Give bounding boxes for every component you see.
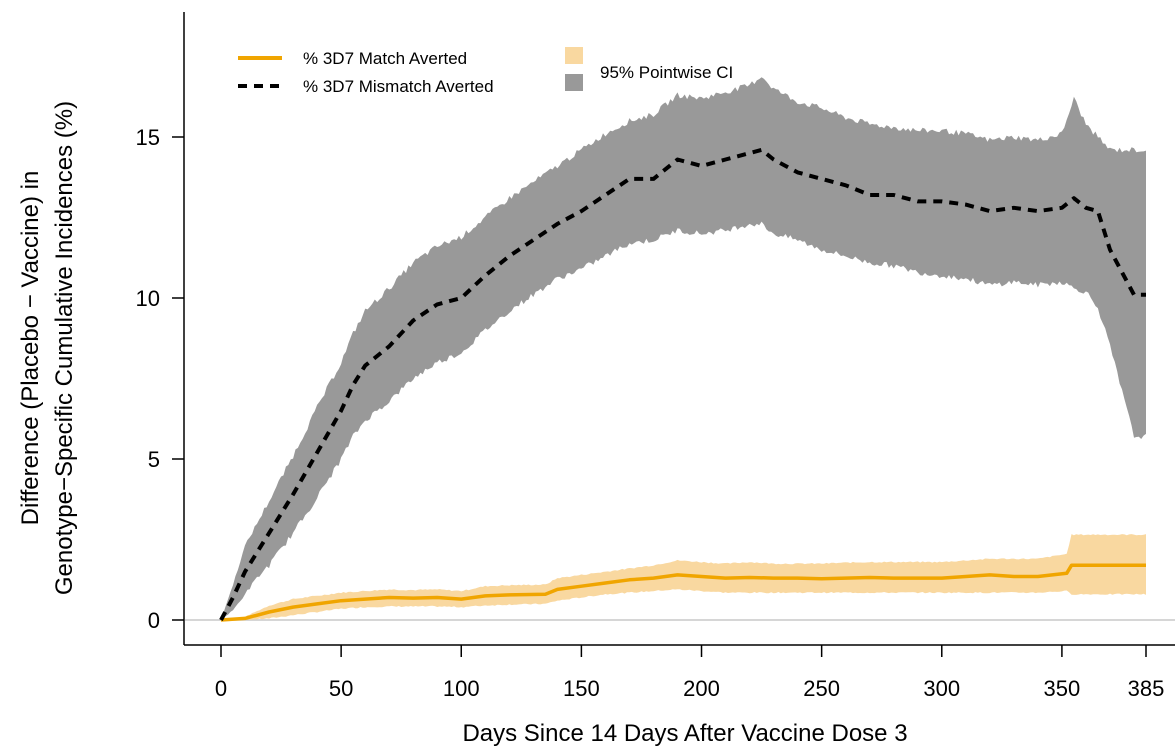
y-axis-title-line1: Difference (Placebo − Vaccine) in [17,171,44,526]
y-tick-label: 0 [148,608,160,633]
series-lines [219,147,1146,622]
legend-match-ci-swatch [565,47,583,64]
x-tick-label: 300 [923,676,960,701]
legend-ci-label: 95% Pointwise CI [600,63,733,82]
mismatch-averted-line [219,147,1146,621]
y-axis-ticks: 0 5 10 15 [136,125,184,633]
legend-mismatch-label: % 3D7 Mismatch Averted [303,77,494,96]
x-axis-ticks: 0 50 100 150 200 250 300 350 385 [215,645,1164,701]
y-tick-label: 5 [148,447,160,472]
confidence-bands [221,77,1146,621]
x-axis-title: Days Since 14 Days After Vaccine Dose 3 [462,720,907,747]
legend: % 3D7 Match Averted % 3D7 Mismatch Avert… [238,47,733,96]
x-tick-label: 150 [563,676,600,701]
x-tick-label: 385 [1128,676,1165,701]
y-axis-title: Difference (Placebo − Vaccine) in Genoty… [17,101,78,595]
x-tick-label: 0 [215,676,227,701]
x-tick-label: 100 [443,676,480,701]
x-tick-label: 200 [683,676,720,701]
y-tick-label: 15 [136,125,160,150]
y-axis-title-line2: Genotype−Specific Cumulative Incidences … [51,101,78,595]
legend-mismatch-ci-swatch [565,74,583,91]
match-averted-line [220,563,1146,622]
mismatch-ci-band [221,77,1146,620]
legend-match-label: % 3D7 Match Averted [303,49,467,68]
x-tick-label: 350 [1044,676,1081,701]
y-tick-label: 10 [136,286,160,311]
x-tick-label: 50 [329,676,353,701]
x-tick-label: 250 [803,676,840,701]
